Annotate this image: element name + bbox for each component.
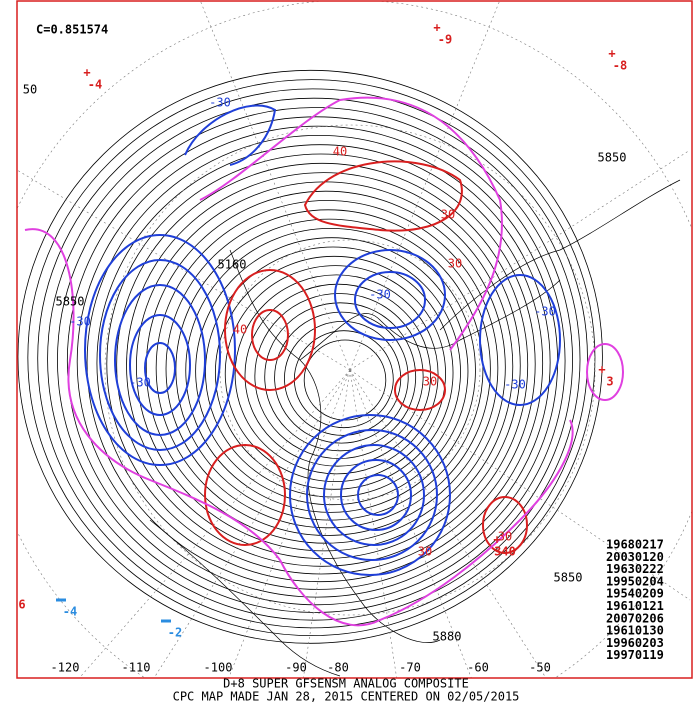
positive-anomaly-label: 40 [333,145,347,159]
high-marker-value: -8 [613,59,627,73]
map-frame [16,0,693,679]
height-contour [264,302,417,452]
longitude-label: -120 [51,661,80,675]
high-marker-plus: + [433,21,440,35]
height-label: 5850 [56,295,85,309]
positive-anomaly-label: 30 [418,545,432,559]
height-contour [37,88,588,629]
high-marker-plus: + [608,47,615,61]
high-marker-value: 3 [606,375,613,389]
height-contour [126,172,521,560]
high-marker-value: 6 [18,598,25,612]
height-contour [224,265,446,483]
correlation: C=0.851574 [36,23,108,37]
height-contour [195,237,469,506]
positive-anomaly-label: 30 [448,257,462,271]
analog-date: 19610130 [606,624,664,638]
analog-date: 19680217 [606,538,664,552]
negative-anomaly-label: -30 [504,378,526,392]
negative-anomaly-label: -30 [209,96,231,110]
negative-anomaly-label: -30 [369,288,391,302]
high-marker-plus: + [83,66,90,80]
positive-anomaly-label: 40 [233,323,247,337]
analog-date: 20070206 [606,611,664,625]
height-contour [244,283,432,467]
height-contour [165,209,491,529]
height-contour [106,153,536,575]
footer-line: D+8 SUPER GFSENSM ANALOG COMPOSITE [223,677,469,691]
height-contour [116,162,529,567]
high-marker-plus: + [598,363,605,377]
positive-anomaly-label: 30 [498,530,512,544]
analog-date: 19960203 [606,636,664,650]
longitude-label: -90 [285,661,307,675]
height-contour [17,69,603,644]
positive-anomaly-label: 30 [441,208,455,222]
height-contour [66,116,566,606]
map-labels: -120 -110 -100 -90 -80 -70 -60 -50 50 5850 5160 585… [17,21,627,675]
longitude-label: -80 [327,661,349,675]
high-marker-value: -4 [88,78,102,92]
low-marker-value: -4 [63,605,77,619]
high-marker-plus: + [493,533,500,547]
negative-anomaly-label: -30 [69,315,91,329]
footer-line: CPC MAP MADE JAN 28, 2015 CENTERED ON 02… [173,690,520,704]
height-label: 5850 [598,151,627,165]
height-contour [205,246,461,498]
height-contour [86,134,551,590]
analog-date: 20030120 [606,550,664,564]
height-contour [57,107,573,613]
longitude-label: -110 [122,661,151,675]
negative-anomaly-label: -30 [534,305,556,319]
height-contour [234,274,439,475]
height-label: 5850 [554,571,583,585]
height-label: 5880 [433,630,462,644]
analog-date: 19610121 [606,599,664,613]
height-contour [47,97,581,621]
coastlines [149,179,681,677]
negative-anomaly-label: -30 [129,376,151,390]
height-contour [185,227,476,513]
longitude-label: -50 [529,661,551,675]
height-contour [293,330,394,429]
height-label: 5160 [218,258,247,272]
longitude-label: -100 [204,661,233,675]
analog-date: 19540209 [606,587,664,601]
height-contour [96,144,544,583]
low-marker-value: -2 [168,626,182,640]
high-marker-value: -9 [438,33,452,47]
height-contour [214,255,454,490]
high-marker-value: 340 [494,545,516,559]
analog-date: 19630222 [606,562,664,576]
height-contour [155,200,499,536]
anomaly-contours [24,96,624,627]
height-contour [274,311,409,444]
analog-date: 19950204 [606,574,664,588]
longitude-label: -60 [467,661,489,675]
longitude-label: -70 [399,661,421,675]
analog-date: 19970119 [606,648,664,662]
height-label: 50 [23,83,37,97]
positive-anomaly-label: 30 [423,375,437,389]
